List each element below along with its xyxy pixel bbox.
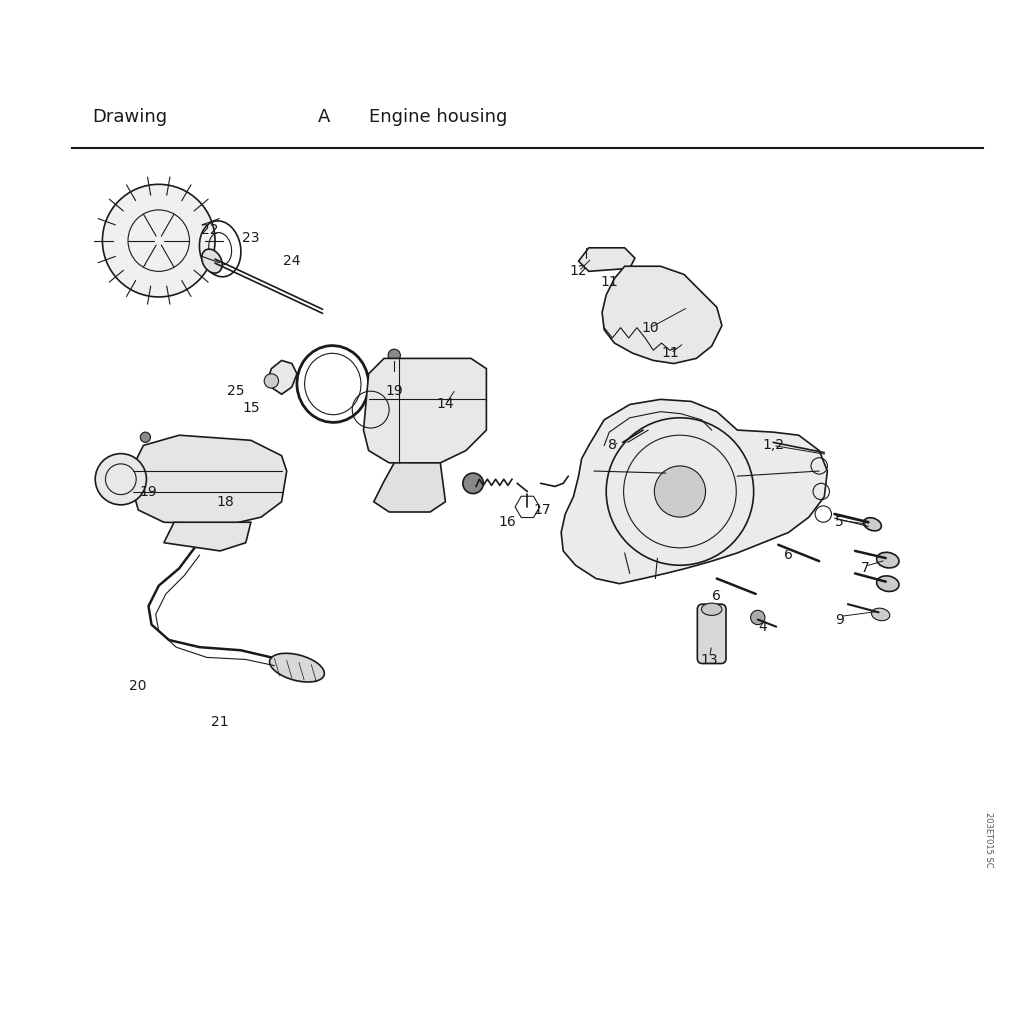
Ellipse shape [863,518,882,530]
Text: 12: 12 [569,264,588,279]
Text: 18: 18 [216,495,234,509]
Polygon shape [133,435,287,524]
Text: 4: 4 [759,620,767,634]
Circle shape [463,473,483,494]
Polygon shape [374,463,445,512]
Text: 22: 22 [201,223,219,238]
Text: 13: 13 [700,653,719,668]
Text: 19: 19 [139,484,158,499]
Text: 21: 21 [211,715,229,729]
Text: 7: 7 [861,561,869,575]
Text: 6: 6 [713,589,721,603]
Ellipse shape [202,249,222,273]
Text: 1,2: 1,2 [762,438,784,453]
Ellipse shape [701,603,722,615]
Text: 15: 15 [242,400,260,415]
Polygon shape [364,358,486,463]
Circle shape [654,466,706,517]
Text: A: A [317,108,330,126]
Circle shape [140,432,151,442]
Text: 19: 19 [385,384,403,398]
Text: 14: 14 [436,397,455,412]
Ellipse shape [877,575,899,592]
Polygon shape [579,248,635,271]
Text: 17: 17 [534,503,552,517]
Text: 10: 10 [641,321,659,335]
Text: 23: 23 [242,230,260,245]
Text: 25: 25 [226,384,245,398]
Text: 11: 11 [600,274,618,289]
Text: 16: 16 [498,515,516,529]
Circle shape [264,374,279,388]
Ellipse shape [269,653,325,682]
Polygon shape [561,399,827,584]
Polygon shape [164,522,251,551]
Circle shape [751,610,765,625]
Polygon shape [602,266,722,364]
Text: 8: 8 [608,438,616,453]
Text: Drawing: Drawing [92,108,167,126]
Ellipse shape [877,552,899,568]
Text: 5: 5 [836,515,844,529]
Ellipse shape [871,608,890,621]
FancyBboxPatch shape [697,604,726,664]
Polygon shape [266,360,297,394]
Circle shape [102,184,215,297]
Text: 6: 6 [784,548,793,562]
Circle shape [388,349,400,361]
Text: 20: 20 [129,679,147,693]
Text: 24: 24 [283,254,301,268]
Text: Engine housing: Engine housing [369,108,507,126]
Text: 203ET015 SC: 203ET015 SC [984,812,992,867]
Text: 9: 9 [836,612,844,627]
Circle shape [95,454,146,505]
Text: 11: 11 [662,346,680,360]
